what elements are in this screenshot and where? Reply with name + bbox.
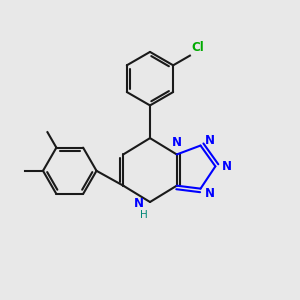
Text: N: N (172, 136, 182, 148)
Text: Cl: Cl (191, 41, 204, 54)
Text: N: N (205, 188, 215, 200)
Text: N: N (205, 134, 215, 147)
Text: H: H (140, 210, 147, 220)
Text: N: N (222, 160, 232, 173)
Text: N: N (134, 197, 143, 210)
